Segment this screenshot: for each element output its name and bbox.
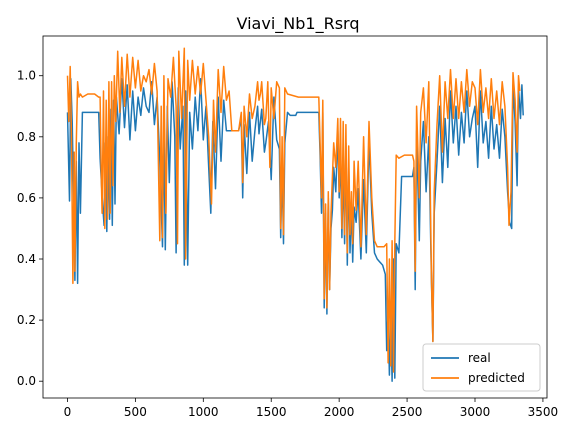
series-line-predicted: [66, 47, 521, 373]
x-tick-label: 3000: [460, 405, 491, 419]
y-tick-label: 0.8: [17, 130, 36, 144]
x-tick-label: 2000: [324, 405, 355, 419]
axes-frame: [42, 35, 548, 399]
y-tick-label: 0.4: [17, 252, 36, 266]
legend-label-predicted: predicted: [468, 371, 525, 385]
legend-box: [422, 343, 541, 392]
x-tick-label: 2500: [392, 405, 423, 419]
x-tick-label: 0: [64, 405, 72, 419]
ticks-layer: 0 500 1000 1500 2000 2500 3000 3500 0.0 0.2 0.4 0.6…: [17, 69, 558, 419]
series-layer: [66, 47, 524, 382]
series-line-real: [66, 78, 524, 382]
chart-title: Viavi_Nb1_Rsrq: [237, 14, 360, 34]
plot-frame: [42, 35, 548, 399]
legend-label-real: real: [468, 351, 491, 365]
y-tick-label: 0.6: [17, 191, 36, 205]
legend: real predicted: [422, 343, 541, 392]
y-tick-label: 0.2: [17, 313, 36, 327]
x-tick-label: 3500: [528, 405, 559, 419]
y-tick-label: 0.0: [17, 374, 36, 388]
x-tick-label: 1500: [256, 405, 287, 419]
x-tick-label: 500: [124, 405, 147, 419]
x-tick-label: 1000: [188, 405, 219, 419]
y-tick-label: 1.0: [17, 69, 36, 83]
